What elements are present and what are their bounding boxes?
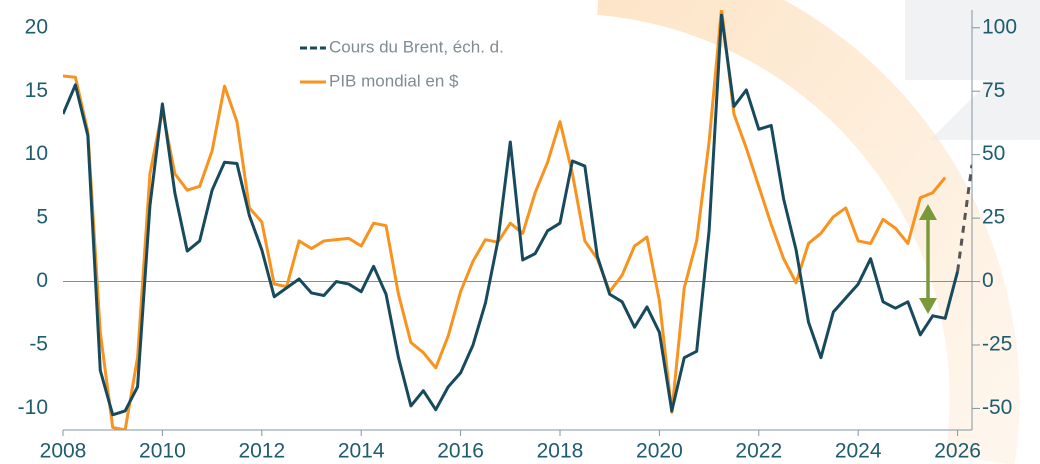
y2-tick-label: 75 (982, 79, 1005, 102)
x-tick-label: 2020 (636, 440, 683, 463)
legend-label: Cours du Brent, éch. d. (329, 37, 504, 56)
y-tick-label: -10 (18, 396, 48, 419)
x-tick-label: 2016 (437, 440, 484, 463)
x-tick-label: 2022 (735, 440, 782, 463)
x-tick-label: 2024 (835, 440, 882, 463)
y2-tick-label: 100 (982, 15, 1017, 38)
projection-line (956, 164, 972, 272)
x-tick-label: 2018 (537, 440, 584, 463)
x-tick-label: 2012 (238, 440, 285, 463)
annotation-arrow (919, 204, 937, 314)
series-line (63, 10, 947, 430)
y-tick-label: 20 (25, 15, 48, 38)
legend: Cours du Brent, éch. d. PIB mondial en $ (300, 37, 504, 90)
y2-tick-label: 50 (982, 142, 1005, 165)
y-tick-label: 10 (25, 142, 48, 165)
y-tick-label: 15 (25, 79, 48, 102)
y-tick-label: -5 (29, 333, 48, 356)
series-line (63, 13, 960, 417)
y2-tick-label: -50 (982, 396, 1012, 419)
y-tick-label: 5 (36, 206, 48, 229)
x-tick-label: 2010 (139, 440, 186, 463)
x-tick-label: 2008 (40, 440, 87, 463)
legend-label: PIB mondial en $ (329, 71, 459, 90)
x-tick-label: 2026 (934, 440, 981, 463)
plot-area (63, 10, 972, 430)
y2-tick-label: -25 (982, 333, 1012, 356)
x-tick-label: 2014 (338, 440, 385, 463)
y2-tick-label: 25 (982, 206, 1005, 229)
y2-tick-label: 0 (982, 269, 994, 292)
y-tick-label: 0 (36, 269, 48, 292)
background-decor (597, 0, 1040, 464)
